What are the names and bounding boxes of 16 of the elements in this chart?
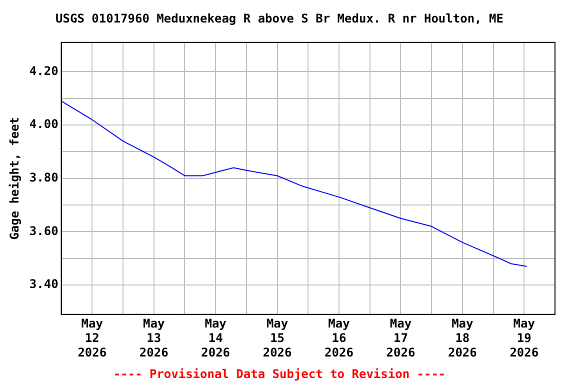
y-tick-label: 3.40 (29, 277, 58, 292)
x-tick-label: May 17 2026 (386, 316, 416, 360)
chart-title: USGS 01017960 Meduxnekeag R above S Br Medux. R nr Houlton, ME (56, 11, 504, 26)
y-tick-label: 3.80 (29, 170, 58, 185)
x-tick-label: May 18 2026 (448, 316, 477, 360)
text: ---- Provisional Data Subject to Revision ---- (113, 366, 446, 381)
x-tick-label: May 19 2026 (510, 316, 539, 360)
x-tick-label: May 13 2026 (139, 316, 168, 360)
x-tick-label: May 12 2026 (78, 316, 107, 360)
x-tick-label: May 15 2026 (262, 316, 292, 360)
x-tick-label: May 16 2026 (324, 316, 354, 360)
y-tick-label: 4.20 (29, 64, 58, 78)
y-tick-label: 3.60 (29, 224, 58, 238)
y-axis-title: Gage height, feet (7, 116, 22, 240)
y-tick-label: 4.00 (29, 117, 58, 132)
x-tick-label: May 14 2026 (201, 316, 230, 360)
